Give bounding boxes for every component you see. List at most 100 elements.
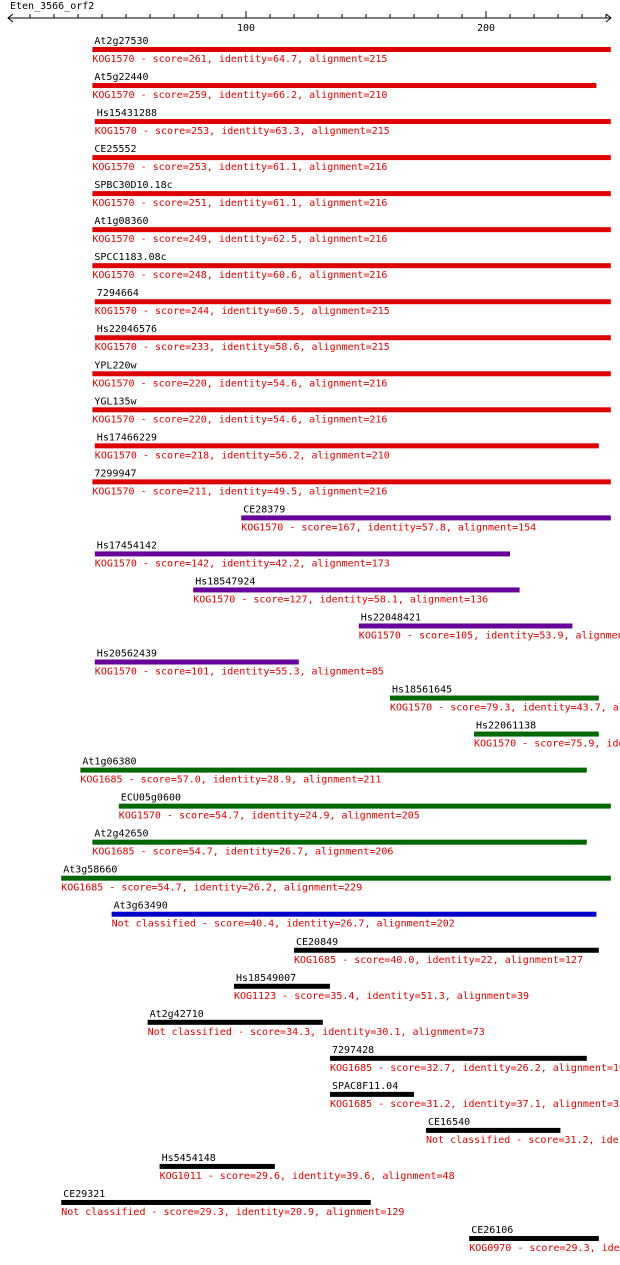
hit-name[interactable]: Hs22046576	[97, 324, 157, 335]
hit-row[interactable]: Hs15431288 KOG1570 - score=253, identity=…	[94, 108, 611, 137]
hit-alignment-bar[interactable]	[234, 983, 330, 989]
hit-name[interactable]: SPAC8F11.04	[332, 1081, 398, 1092]
hit-row[interactable]: At2g42650 KOG1685 - score=54.7, identity=…	[92, 829, 587, 858]
hit-name[interactable]: At5g22440	[94, 72, 148, 83]
hit-name[interactable]: Hs18549007	[236, 973, 296, 984]
hit-row[interactable]: SPBC30D10.18c KOG1570 - score=251, identi…	[92, 180, 611, 209]
hit-alignment-bar[interactable]	[426, 1127, 561, 1133]
hit-alignment-bar[interactable]	[92, 47, 611, 52]
hit-row[interactable]: Hs17454142 KOG1570 - score=142, identity=…	[94, 540, 511, 569]
hit-alignment-bar[interactable]	[94, 335, 611, 341]
hit-name[interactable]: 7299947	[94, 468, 136, 479]
hit-name[interactable]: SPCC1183.08c	[94, 252, 166, 263]
hit-name[interactable]: CE16540	[428, 1117, 470, 1128]
hit-row[interactable]: CE20849 KOG1685 - score=40.0, identity=22…	[294, 937, 599, 966]
hit-row[interactable]: At1g06380 KOG1685 - score=57.0, identity=…	[80, 757, 587, 786]
hit-name[interactable]: CE25552	[94, 144, 136, 155]
hit-name[interactable]: At2g27530	[94, 36, 148, 47]
hit-alignment-bar[interactable]	[94, 659, 299, 665]
hit-alignment-bar[interactable]	[92, 839, 587, 845]
hit-name[interactable]: Hs17454142	[97, 540, 157, 551]
hit-name[interactable]: YPL220w	[94, 360, 137, 371]
hit-name[interactable]: At2g42650	[94, 829, 148, 840]
hit-alignment-bar[interactable]	[94, 119, 611, 125]
hit-row[interactable]: At5g22440 KOG1570 - score=259, identity=6…	[92, 72, 597, 101]
hit-row[interactable]: At3g63490 Not classified - score=40.4, id…	[111, 901, 597, 930]
hit-alignment-bar[interactable]	[94, 443, 599, 449]
hit-row[interactable]: CE26106 KOG0970 - score=29.3, identity=	[469, 1225, 620, 1254]
hit-alignment-bar[interactable]	[92, 263, 611, 269]
hit-name[interactable]: Hs5454148	[162, 1153, 216, 1164]
hit-alignment-bar[interactable]	[358, 623, 573, 629]
hit-row[interactable]: SPAC8F11.04 KOG1685 - score=31.2, identit…	[330, 1081, 620, 1110]
hit-alignment-bar[interactable]	[111, 911, 597, 917]
hit-name[interactable]: Hs22048421	[361, 612, 421, 623]
hit-row[interactable]: At3g58660 KOG1685 - score=54.7, identity=…	[61, 865, 611, 894]
hit-row[interactable]: Hs17466229 KOG1570 - score=218, identity=…	[94, 432, 599, 461]
hit-row[interactable]: SPCC1183.08c KOG1570 - score=248, identit…	[92, 252, 611, 281]
hit-name[interactable]: Hs20562439	[97, 649, 157, 660]
hit-row[interactable]: Hs22061138 KOG1570 - score=75.9, ide	[474, 721, 620, 750]
hit-name[interactable]: At2g42710	[150, 1009, 204, 1020]
hit-row[interactable]: 7297428 KOG1685 - score=32.7, identity=26…	[330, 1045, 620, 1074]
hit-row[interactable]: CE28379 KOG1570 - score=167, identity=57.…	[241, 504, 611, 533]
hit-name[interactable]: At1g08360	[94, 216, 148, 227]
hit-row[interactable]: CE16540 Not classified - score=31.2, ider	[426, 1117, 620, 1146]
hit-alignment-bar[interactable]	[159, 1163, 275, 1169]
hit-name[interactable]: SPBC30D10.18c	[94, 180, 172, 191]
hit-name[interactable]: Hs18547924	[195, 576, 255, 587]
hit-row[interactable]: Hs18547924 KOG1570 - score=127, identity=…	[193, 576, 520, 605]
hit-row[interactable]: Hs22046576 KOG1570 - score=233, identity=…	[94, 324, 611, 353]
hit-alignment-bar[interactable]	[80, 767, 587, 773]
hit-name[interactable]: 7297428	[332, 1045, 374, 1056]
hit-alignment-bar[interactable]	[92, 155, 611, 161]
hit-row[interactable]: At1g08360 KOG1570 - score=249, identity=6…	[92, 216, 611, 245]
hit-alignment-bar[interactable]	[474, 731, 599, 737]
hit-name[interactable]: Hs15431288	[97, 108, 157, 119]
hit-alignment-bar[interactable]	[92, 371, 611, 377]
hit-row[interactable]: CE29321 Not classified - score=29.3, iden…	[61, 1189, 404, 1218]
hit-name[interactable]: At3g63490	[114, 901, 168, 912]
hit-alignment-bar[interactable]	[147, 1019, 323, 1025]
hit-alignment-bar[interactable]	[469, 1235, 599, 1241]
hit-alignment-bar[interactable]	[294, 947, 599, 953]
hit-name[interactable]: Hs22061138	[476, 721, 536, 732]
hit-alignment-bar[interactable]	[92, 191, 611, 197]
hit-row[interactable]: Hs18561645 KOG1570 - score=79.3, identity…	[390, 685, 620, 714]
hit-alignment-bar[interactable]	[330, 1091, 414, 1097]
hit-alignment-bar[interactable]	[61, 1199, 371, 1205]
hit-row[interactable]: Hs18549007 KOG1123 - score=35.4, identity…	[234, 973, 529, 1002]
hit-alignment-bar[interactable]	[61, 875, 611, 881]
hit-alignment-bar[interactable]	[92, 407, 611, 413]
hit-name[interactable]: Hs18561645	[392, 685, 452, 696]
hit-alignment-bar[interactable]	[92, 227, 611, 233]
hit-alignment-bar[interactable]	[330, 1055, 587, 1061]
hit-alignment-bar[interactable]	[92, 479, 611, 485]
hit-row[interactable]: CE25552 KOG1570 - score=253, identity=61.…	[92, 144, 611, 173]
hit-name[interactable]: 7294664	[97, 288, 139, 299]
hit-alignment-bar[interactable]	[92, 83, 597, 89]
hit-name[interactable]: CE28379	[243, 504, 285, 515]
hit-row[interactable]: At2g42710 Not classified - score=34.3, id…	[147, 1009, 485, 1038]
hit-name[interactable]: YGL135w	[94, 396, 137, 407]
hit-row[interactable]: 7294664 KOG1570 - score=244, identity=60.…	[94, 288, 611, 317]
hit-alignment-bar[interactable]	[390, 695, 599, 701]
hit-name[interactable]: CE29321	[63, 1189, 105, 1200]
hit-alignment-bar[interactable]	[94, 551, 511, 557]
hit-name[interactable]: ECU05g0600	[121, 793, 181, 804]
hit-row[interactable]: At2g27530 KOG1570 - score=261, identity=6…	[92, 36, 611, 65]
hit-row[interactable]: Hs5454148 KOG1011 - score=29.6, identity=…	[159, 1153, 455, 1182]
hit-alignment-bar[interactable]	[193, 587, 520, 593]
hit-row[interactable]: ECU05g0600 KOG1570 - score=54.7, identity…	[118, 793, 611, 822]
hit-row[interactable]: Hs22048421 KOG1570 - score=105, identity=…	[358, 612, 620, 641]
hit-row[interactable]: Hs20562439 KOG1570 - score=101, identity=…	[94, 649, 384, 678]
hit-alignment-bar[interactable]	[94, 299, 611, 305]
hit-row[interactable]: YPL220w KOG1570 - score=220, identity=54.…	[92, 360, 611, 389]
hit-alignment-bar[interactable]	[118, 803, 611, 809]
hit-alignment-bar[interactable]	[241, 515, 611, 521]
hit-row[interactable]: YGL135w KOG1570 - score=220, identity=54.…	[92, 396, 611, 425]
hit-name[interactable]: CE26106	[471, 1225, 513, 1236]
hit-name[interactable]: At3g58660	[63, 865, 117, 876]
hit-name[interactable]: CE20849	[296, 937, 338, 948]
hit-row[interactable]: 7299947 KOG1570 - score=211, identity=49.…	[92, 468, 611, 497]
